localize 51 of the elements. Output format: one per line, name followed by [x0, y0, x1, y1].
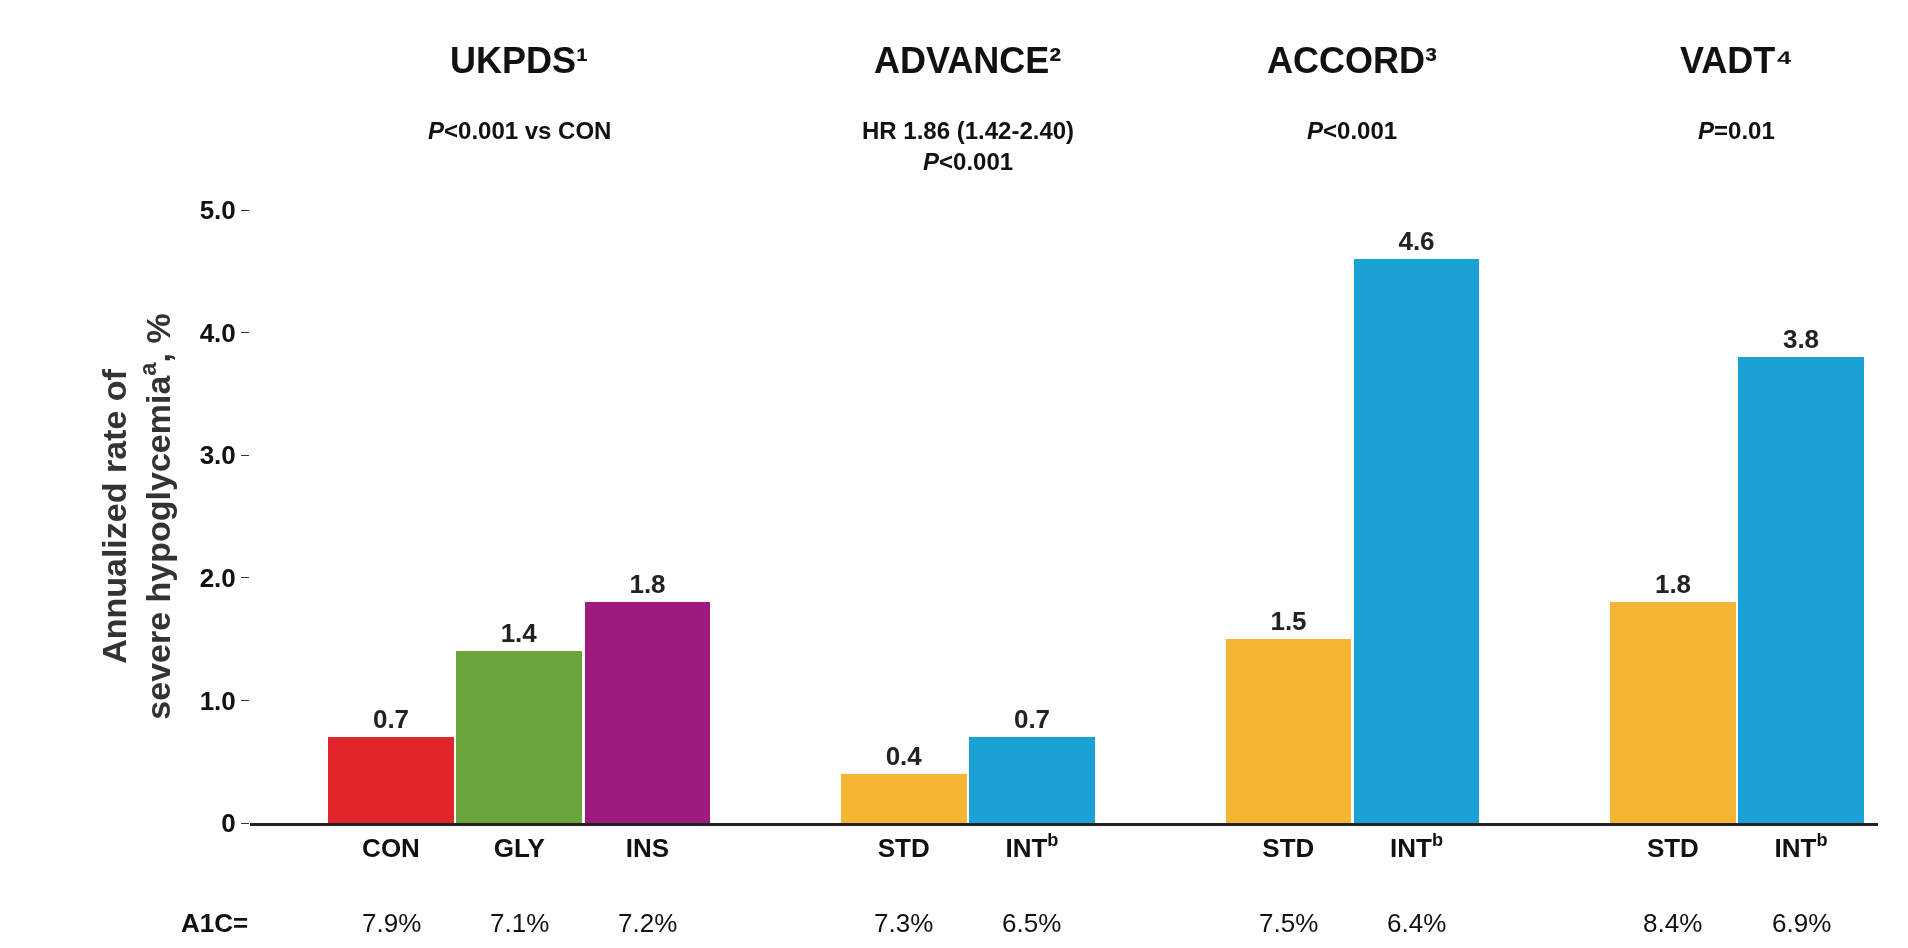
text: 7.5% — [1259, 908, 1319, 938]
x-tick-label: INT$^{b}$ — [1390, 830, 1444, 864]
x-tick-label: INS — [625, 833, 670, 864]
text: P<0.001 vs CON — [428, 117, 612, 144]
data-label: 0.4 — [885, 741, 923, 771]
bar — [1738, 357, 1864, 823]
bar — [585, 602, 710, 823]
text: 6.9% — [1772, 908, 1832, 938]
text: P<0.001 — [1307, 117, 1398, 144]
y-tick-label: 2.0 — [199, 562, 236, 593]
y-tick-label: 3.0 — [199, 440, 236, 471]
text: 6.5% — [1002, 908, 1062, 938]
x-tick-label: STD — [1262, 833, 1315, 864]
y-tick-label: 5.0 — [199, 195, 236, 226]
bar — [1226, 639, 1351, 823]
text: 7.2% — [618, 908, 678, 938]
y-tick-label: 1.0 — [199, 685, 236, 716]
text: 8.4% — [1643, 908, 1703, 938]
bar — [1610, 602, 1736, 823]
y-tick-label: 4.0 — [199, 317, 236, 348]
text: 7.1% — [490, 908, 550, 938]
text: A1C= — [181, 908, 249, 938]
bar — [841, 774, 967, 823]
x-tick-label: INT$^{b}$ — [1774, 830, 1828, 864]
x-tick-label: INT$^{b}$ — [1005, 830, 1059, 864]
text: VADT⁴ — [1680, 40, 1794, 81]
data-label: 1.4 — [500, 618, 538, 648]
data-label: 0.7 — [372, 704, 410, 734]
data-label: 4.6 — [1398, 226, 1435, 256]
text: P=0.01 — [1698, 117, 1775, 144]
data-label: 1.8 — [629, 569, 666, 599]
data-label: 1.8 — [1654, 569, 1692, 599]
text: 6.4% — [1387, 908, 1447, 938]
bar — [456, 651, 582, 823]
text: 7.3% — [874, 908, 934, 938]
x-tick-label: GLY — [493, 833, 545, 864]
text: ADVANCE² — [874, 40, 1062, 81]
bar — [1354, 259, 1479, 823]
text: HR 1.86 (1.42-2.40) P<0.001 — [862, 117, 1075, 176]
bar — [328, 737, 454, 823]
x-tick-label: STD — [1646, 833, 1699, 864]
text: 7.9% — [362, 908, 422, 938]
text: UKPDS¹ — [450, 40, 589, 81]
y-tick-label: 0 — [221, 808, 236, 839]
data-label: 1.5 — [1270, 606, 1307, 636]
data-label: 0.7 — [1013, 704, 1051, 734]
x-tick-label: STD — [877, 833, 930, 864]
data-label: 3.8 — [1782, 324, 1820, 354]
text: ACCORD³ — [1267, 40, 1437, 81]
bar — [969, 737, 1095, 823]
x-tick-label: CON — [362, 833, 420, 864]
